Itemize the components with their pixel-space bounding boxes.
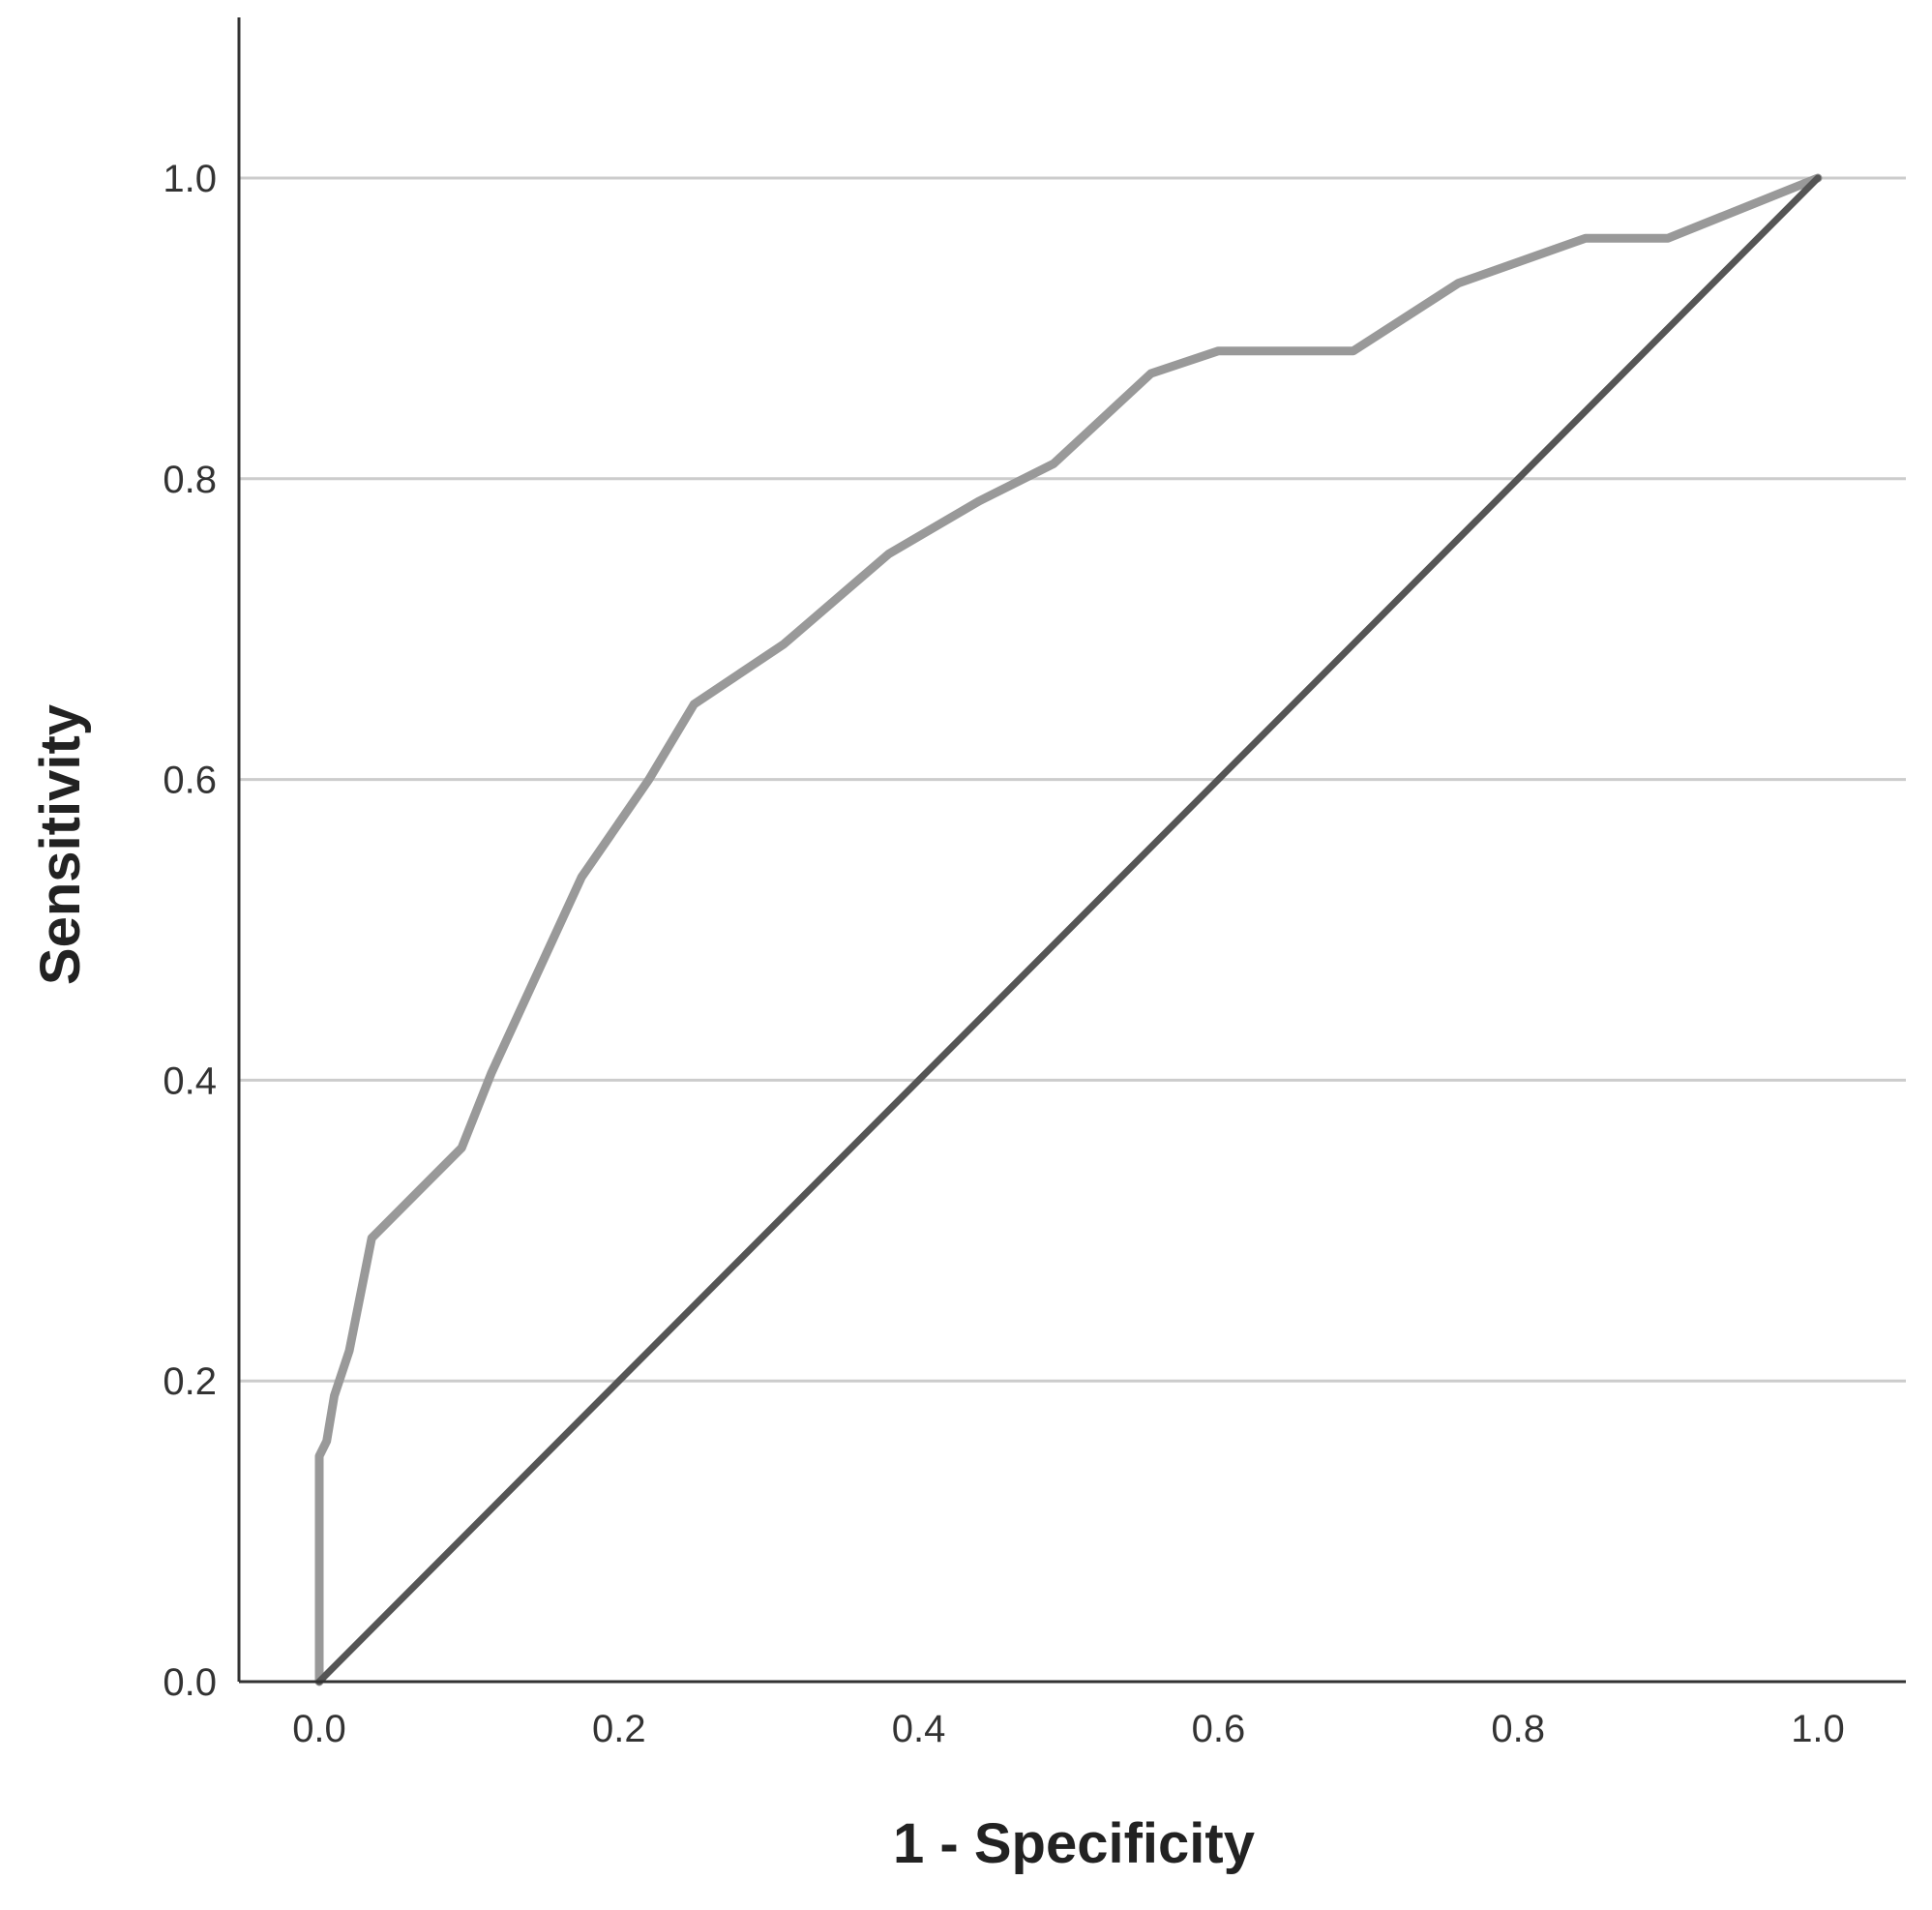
- y-tick-label: 0.8: [163, 459, 217, 501]
- y-axis-title: Sensitivity: [29, 704, 92, 985]
- y-tick-label: 0.4: [163, 1059, 217, 1102]
- reference-diagonal-line: [315, 174, 1822, 1686]
- x-tick-label: 0.2: [592, 1708, 646, 1750]
- x-tick-label: 0.6: [1192, 1708, 1246, 1750]
- x-tick-label: 0.8: [1491, 1708, 1545, 1750]
- x-axis-title: 1 - Specificity: [893, 1812, 1255, 1875]
- y-tick-label: 0.6: [163, 760, 217, 802]
- series-lines: [314, 173, 1823, 1686]
- gridlines: [239, 176, 1906, 1383]
- y-tick-labels: 0.0 0.2 0.4 0.6 0.8 1.0: [163, 158, 217, 1704]
- y-tick-label: 0.0: [163, 1661, 217, 1704]
- y-tick-label: 0.2: [163, 1360, 217, 1403]
- roc-curve: [314, 173, 1823, 1686]
- axes: [237, 17, 1906, 1684]
- x-tick-label: 1.0: [1791, 1708, 1845, 1750]
- x-tick-label: 0.4: [892, 1708, 946, 1750]
- y-tick-label: 1.0: [163, 158, 217, 200]
- x-tick-labels: 0.0 0.2 0.4 0.6 0.8 1.0: [292, 1708, 1845, 1750]
- x-tick-label: 0.0: [292, 1708, 346, 1750]
